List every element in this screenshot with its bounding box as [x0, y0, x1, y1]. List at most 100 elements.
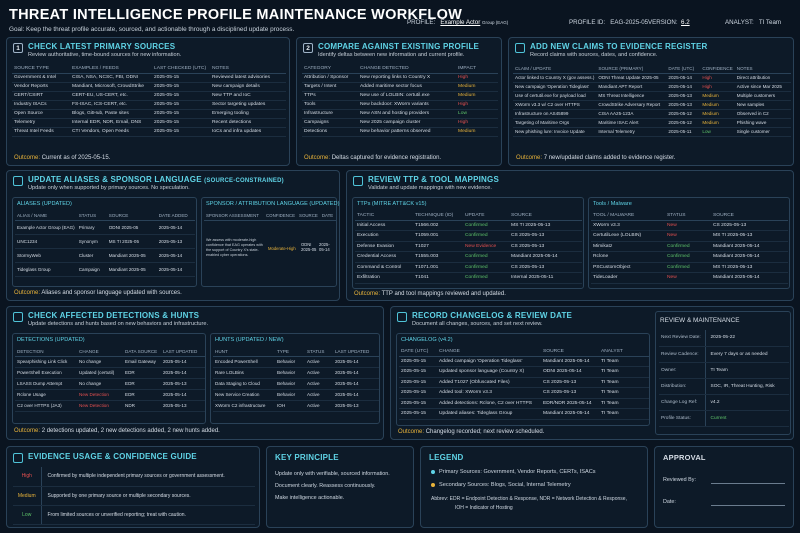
confidence-cell: Medium: [700, 100, 735, 110]
notes-cell: Recent detections: [210, 118, 286, 128]
hunt-cell: New Service Creation: [213, 389, 275, 401]
source-cell: Mandiant APT Report: [596, 82, 667, 92]
table-row: TTPs New use of LOLBIN: certutil.exe Mediu…: [302, 91, 498, 101]
claims-table: CLAIM / UPDATE SOURCE (PRIMARY) DATE (UT…: [513, 64, 791, 137]
table-row: LSASS Dump Attempt No change EDR 2025-05-13: [15, 378, 205, 390]
analyst-value: TI Team: [758, 19, 782, 26]
source-type-cell: CERT/CSIRT: [12, 91, 70, 101]
hunt-cell: Rare LOLBins: [213, 367, 275, 379]
status-cell: New: [665, 230, 711, 242]
review-value-cell: v4.2: [705, 394, 789, 411]
confidence-cell: Medium: [700, 109, 735, 119]
confidence-cell: Low: [700, 127, 735, 137]
table-row: Infrastructure New ASN and hosting provid…: [302, 109, 498, 119]
table-row: New campaign 'Operation Tideglass' Mandia…: [513, 82, 791, 92]
table-row: UNC1234 Synonym MS TI 2025-05 2025-05-13: [15, 234, 195, 249]
profile-value: Example Actor: [440, 19, 481, 26]
legend-abbrev-2: IOH = Indicator of Hosting: [455, 505, 513, 511]
outcome-label: Outcome:: [14, 428, 41, 434]
hunts-header-row: HUNT TYPE STATUS LAST UPDATED: [213, 347, 379, 357]
change-cell: No change: [77, 378, 123, 390]
profile-id-label: PROFILE ID:: [569, 19, 606, 26]
section-4-subtitle: Update only when supported by primary so…: [28, 185, 190, 191]
notes-cell: Reviewed latest advisories: [210, 73, 286, 83]
source-cell: Maritime ISAC Alert: [596, 118, 667, 128]
legend-primary-text: Primary Sources: Government, Vendor Repo…: [439, 469, 596, 475]
detection-cell: C2 over HTTPS (JA3): [15, 400, 77, 412]
changelog-cell: 2025-05-15: [399, 356, 437, 367]
table-row: Targeting of Maritime Orgs Maritime ISAC …: [513, 118, 791, 128]
date-label: Date:: [663, 499, 676, 505]
alias-cell: Cluster: [76, 248, 107, 263]
changelog-cell: TI Team: [599, 377, 649, 388]
section-changelog: RECORD CHANGELOG & REVIEW DATE Document …: [390, 306, 794, 440]
section-1-subtitle: Review authoritative, time-bound sources…: [28, 52, 182, 58]
detections-icon: [13, 312, 23, 322]
hunt-cell: 2025-05-13: [333, 400, 379, 412]
version-meta: VERSION: 6.2: [648, 19, 690, 26]
alias-cell: MS TI 2025-05: [106, 234, 157, 249]
hunt-cell: Data Staging to Cloud: [213, 378, 275, 390]
detection-cell: Rclone Usage: [15, 389, 77, 401]
table-row: Command & Control T1071.001 Confirmed CS 20…: [355, 262, 582, 273]
source-cell: MS TI 2025-05-13: [711, 230, 788, 242]
table-row: XWorm v3.3 New CS 2025-05-13: [591, 220, 788, 231]
outcome-label: Outcome:: [516, 155, 543, 161]
section-1-outcome: Outcome: Current as of 2025-05-15.: [14, 155, 110, 161]
update-cell: Confirmed: [463, 262, 509, 273]
impact-cell: Medium: [456, 82, 498, 92]
tactic-cell: Exfiltration: [355, 272, 413, 284]
confidence-cell: Medium: [700, 91, 735, 101]
last-checked-cell: 2025-05-15: [152, 127, 210, 137]
table-row: 2025-05-15 Updated aliases: Tideglass Gro…: [399, 408, 649, 420]
approval-date-field[interactable]: [711, 505, 785, 506]
source-cell: CS 2025-05-13: [509, 230, 582, 242]
hunt-cell: XWorm C2 infrastructure: [213, 400, 275, 412]
sources-header-row: SOURCE TYPE EXAMPLES / FEEDS LAST CHECKE…: [12, 64, 286, 74]
col-detection: DETECTION: [15, 347, 77, 357]
reviewed-by-field[interactable]: [711, 483, 785, 484]
ttp-title: TTPs (MITRE ATT&CK v15): [357, 201, 427, 207]
table-row: Spearphishing Link Click No change Email G…: [15, 356, 205, 368]
technique-cell: T1027: [413, 241, 463, 252]
alias-cell: Synonym: [76, 234, 107, 249]
col-update: UPDATE: [463, 211, 509, 221]
change-cell: No change: [77, 356, 123, 368]
table-row: Use of certutil.exe for payload load MS T…: [513, 91, 791, 101]
table-row: Targets / Intent Added maritime sector fo…: [302, 82, 498, 92]
detections-table: DETECTION CHANGE DATA SOURCE LAST UPDATE…: [15, 347, 205, 412]
changelog-header-row: DATE (UTC) CHANGE SOURCE ANALYST: [399, 347, 649, 357]
tools-table: TOOL / MALWARE STATUS SOURCE XWorm v3.3 N…: [591, 211, 788, 284]
change-cell: New use of LOLBIN: certutil.exe: [358, 91, 456, 101]
principle-line-3: Make intelligence actionable.: [275, 495, 345, 501]
change-cell: New 2025 campaign cluster: [358, 118, 456, 128]
register-icon: [515, 43, 525, 53]
source-cell: MS Threat Intelligence: [596, 91, 667, 101]
table-row: High Confirmed by multiple independent pr…: [13, 467, 255, 487]
source-cell: MS TI 2025-05-13: [711, 262, 788, 273]
col-status: STATUS: [665, 211, 711, 221]
changelog-cell: 2025-05-15: [399, 387, 437, 399]
category-cell: Attribution / Sponsor: [302, 73, 358, 83]
section-evidence-register: ADD NEW CLAIMS TO EVIDENCE REGISTER Reco…: [508, 37, 794, 166]
table-row: 2025-05-15 Added tool: XWorm v3.3 CS 2025-…: [399, 387, 649, 399]
section-5-subtitle: Validate and update mappings with new ev…: [368, 185, 492, 191]
alias-cell: Campaign: [76, 262, 107, 277]
outcome-text: Deltas captured for evidence registratio…: [331, 155, 442, 161]
last-updated-cell: 2025-05-13: [161, 378, 205, 390]
examples-cell: CISA, NSA, NCSC, FBI, ODNI: [70, 73, 152, 83]
col-date: DATE (UTC): [399, 347, 437, 357]
col-source-type: SOURCE TYPE: [12, 64, 70, 74]
alias-cell: StormyWeb: [15, 248, 77, 263]
table-row: XWorm v3.3 w/ C2 over HTTPS CrowdStrike A…: [513, 100, 791, 110]
outcome-text: Current as of 2025-05-15.: [41, 155, 111, 161]
col-date-added: DATE ADDED: [156, 211, 195, 221]
alias-cell: Mandiant 2025-05: [106, 248, 157, 263]
tool-cell: TideLoader: [591, 272, 665, 284]
outcome-text: Aliases and sponsor language updated wit…: [41, 290, 182, 296]
claim-cell: XWorm v3.3 w/ C2 over HTTPS: [513, 100, 597, 110]
sponsor-title: SPONSOR / ATTRIBUTION LANGUAGE (UPDATED): [206, 201, 340, 207]
technique-cell: T1041: [413, 272, 463, 284]
claim-cell: Use of certutil.exe for payload load: [513, 91, 597, 101]
table-row: XWorm C2 infrastructure IOH Active 2025-05-…: [213, 400, 379, 412]
